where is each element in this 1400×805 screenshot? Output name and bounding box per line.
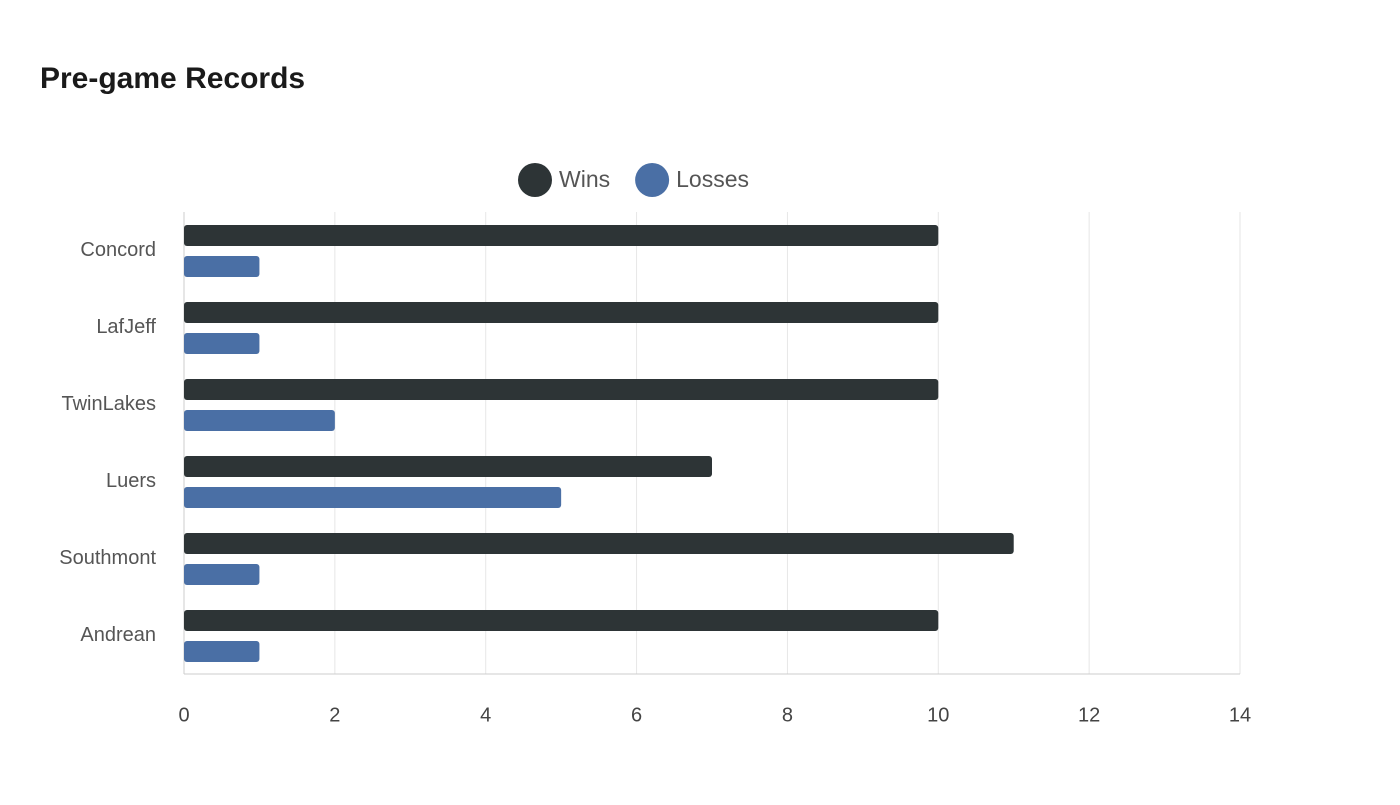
x-tick-label: 6 bbox=[631, 704, 642, 726]
bar bbox=[184, 333, 260, 354]
bar bbox=[184, 256, 260, 277]
bar bbox=[184, 610, 939, 631]
x-tick-label: 8 bbox=[782, 704, 793, 726]
x-tick-label: 0 bbox=[178, 704, 189, 726]
x-tick-label: 4 bbox=[480, 704, 491, 726]
bar bbox=[184, 410, 335, 431]
y-tick-label: Andrean bbox=[80, 624, 156, 646]
y-tick-label: Luers bbox=[106, 470, 156, 492]
bar bbox=[184, 379, 939, 400]
y-tick-label: Concord bbox=[80, 239, 156, 261]
x-tick-label: 14 bbox=[1229, 704, 1251, 726]
x-tick-label: 10 bbox=[927, 704, 949, 726]
y-tick-label: Southmont bbox=[59, 547, 156, 569]
y-tick-label: LafJeff bbox=[96, 316, 156, 338]
x-tick-label: 2 bbox=[329, 704, 340, 726]
legend-label: Wins bbox=[559, 166, 610, 192]
bar bbox=[184, 487, 562, 508]
bar bbox=[184, 533, 1014, 554]
bar bbox=[184, 225, 939, 246]
legend-label: Losses bbox=[676, 166, 749, 192]
legend-marker bbox=[635, 163, 670, 197]
y-tick-label: TwinLakes bbox=[62, 393, 157, 415]
bar bbox=[184, 456, 712, 477]
chart-title: Pre-game Records bbox=[40, 62, 305, 95]
legend-marker bbox=[518, 163, 552, 197]
bar bbox=[184, 641, 260, 662]
bar bbox=[184, 302, 939, 323]
x-tick-label: 12 bbox=[1078, 704, 1100, 726]
bar bbox=[184, 564, 260, 585]
